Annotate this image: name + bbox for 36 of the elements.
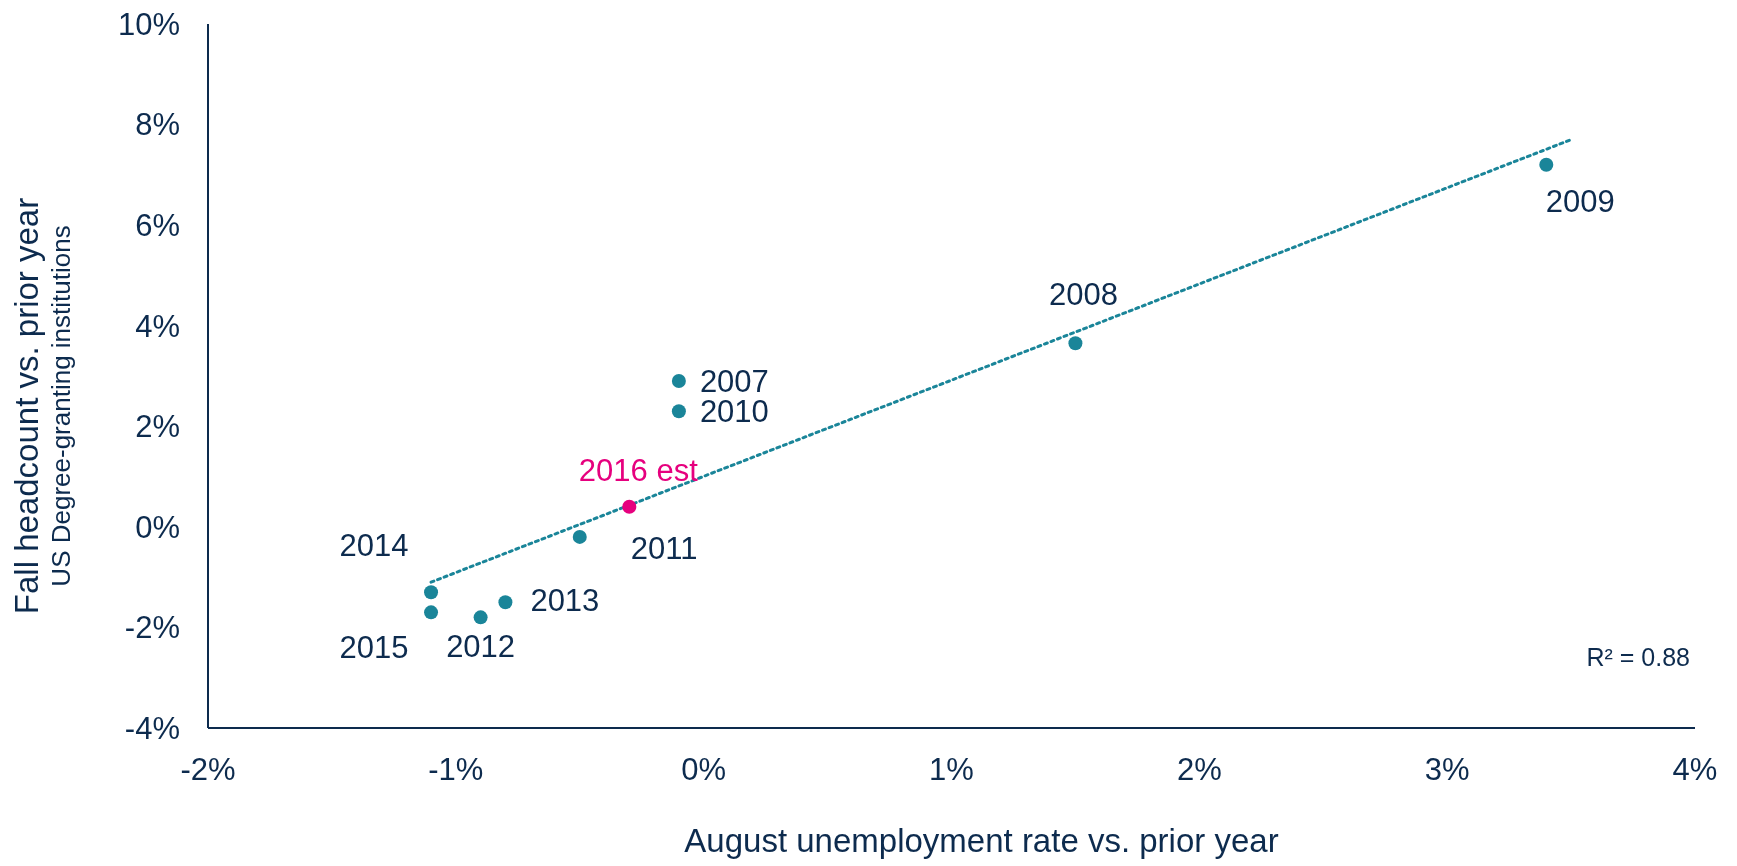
series-label: 2016 est [578, 452, 699, 488]
y-tick-label: 4% [135, 308, 180, 344]
point [671, 404, 686, 419]
point [498, 595, 513, 610]
x-tick-label: 1% [929, 752, 974, 787]
x-tick-label: 0% [681, 752, 727, 787]
annotation: 2015 [339, 630, 409, 666]
x-tick-label: 4% [1672, 752, 1718, 787]
y-tick-label: 8% [135, 107, 180, 143]
x-tick-label: 2% [1176, 752, 1222, 787]
y-tick-label: -4% [124, 710, 180, 746]
x-tick-label: -2% [180, 752, 236, 787]
annotation: 2013 [530, 583, 600, 619]
annotation: 2011 [630, 530, 698, 566]
point [572, 529, 587, 544]
annotation: 2008 [1048, 277, 1118, 313]
y-tick-label: 10% [117, 6, 180, 42]
point [1539, 157, 1554, 172]
y-axis-title: Fall headcount vs. prior year US Degree-granting institutions [8, 197, 76, 615]
annotation: 2009 [1545, 183, 1615, 219]
y-tick-label: 2% [135, 409, 180, 445]
point [622, 499, 637, 514]
x-tick-label: 3% [1424, 752, 1470, 787]
annotation: 2012 [446, 629, 516, 665]
annotation: R² = 0.88 [1586, 643, 1690, 671]
point [473, 610, 488, 625]
y-tick-label: 0% [135, 509, 180, 545]
x-tick-label: -1% [428, 752, 484, 787]
point [424, 585, 439, 600]
x-axis-title: August unemployment rate vs. prior year [684, 822, 1279, 859]
point [424, 605, 439, 620]
y-tick-label: 6% [135, 207, 180, 243]
annotation: 2014 [339, 528, 409, 564]
point [671, 374, 686, 389]
point [1068, 336, 1083, 351]
y-tick-label: -2% [124, 610, 180, 646]
